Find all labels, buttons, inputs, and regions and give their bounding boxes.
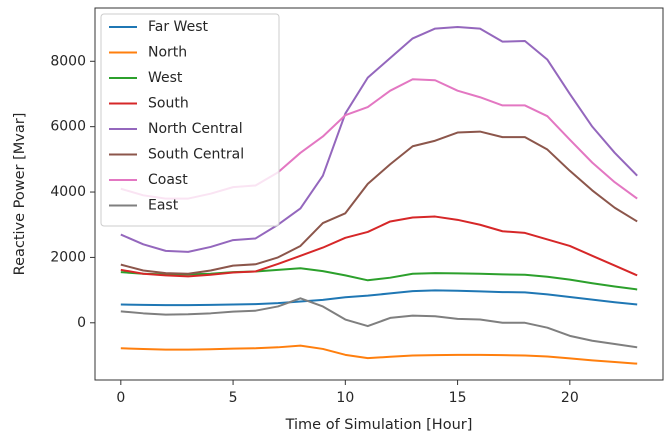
series-line: [120, 267, 638, 291]
y-tick-label: 6000: [50, 119, 86, 135]
legend-label: East: [148, 198, 179, 214]
series-line: [120, 25, 638, 253]
legend-label: Coast: [148, 172, 188, 188]
legend-frame: [100, 13, 280, 227]
legend-label: North Central: [148, 121, 243, 137]
legend-label: South: [148, 96, 189, 112]
legend-label: North: [148, 45, 187, 61]
legend-label: South Central: [148, 147, 244, 163]
legend-label: Far West: [148, 19, 208, 35]
x-tick-label: 5: [229, 390, 238, 406]
x-tick-label: 10: [336, 390, 354, 406]
y-tick-label: 2000: [50, 249, 86, 265]
series-line: [120, 130, 638, 275]
plot-frame: [94, 7, 664, 381]
series-line: [120, 289, 638, 307]
legend: Far West North West South North Central South…: [100, 13, 280, 227]
y-tick-label: 4000: [50, 184, 86, 200]
x-tick-label: 15: [449, 390, 467, 406]
y-axis-label: Reactive Power [Mvar]: [12, 113, 28, 276]
series-line: [120, 297, 638, 349]
x-axis-label: Time of Simulation [Hour]: [285, 417, 473, 433]
x-tick-label: 0: [116, 390, 125, 406]
y-tick-label: 8000: [50, 53, 86, 69]
series-line: [120, 215, 638, 278]
y-tick-label: 0: [77, 315, 86, 331]
x-tick-label: 20: [561, 390, 579, 406]
series-line: [120, 344, 638, 365]
legend-label: West: [148, 70, 183, 86]
